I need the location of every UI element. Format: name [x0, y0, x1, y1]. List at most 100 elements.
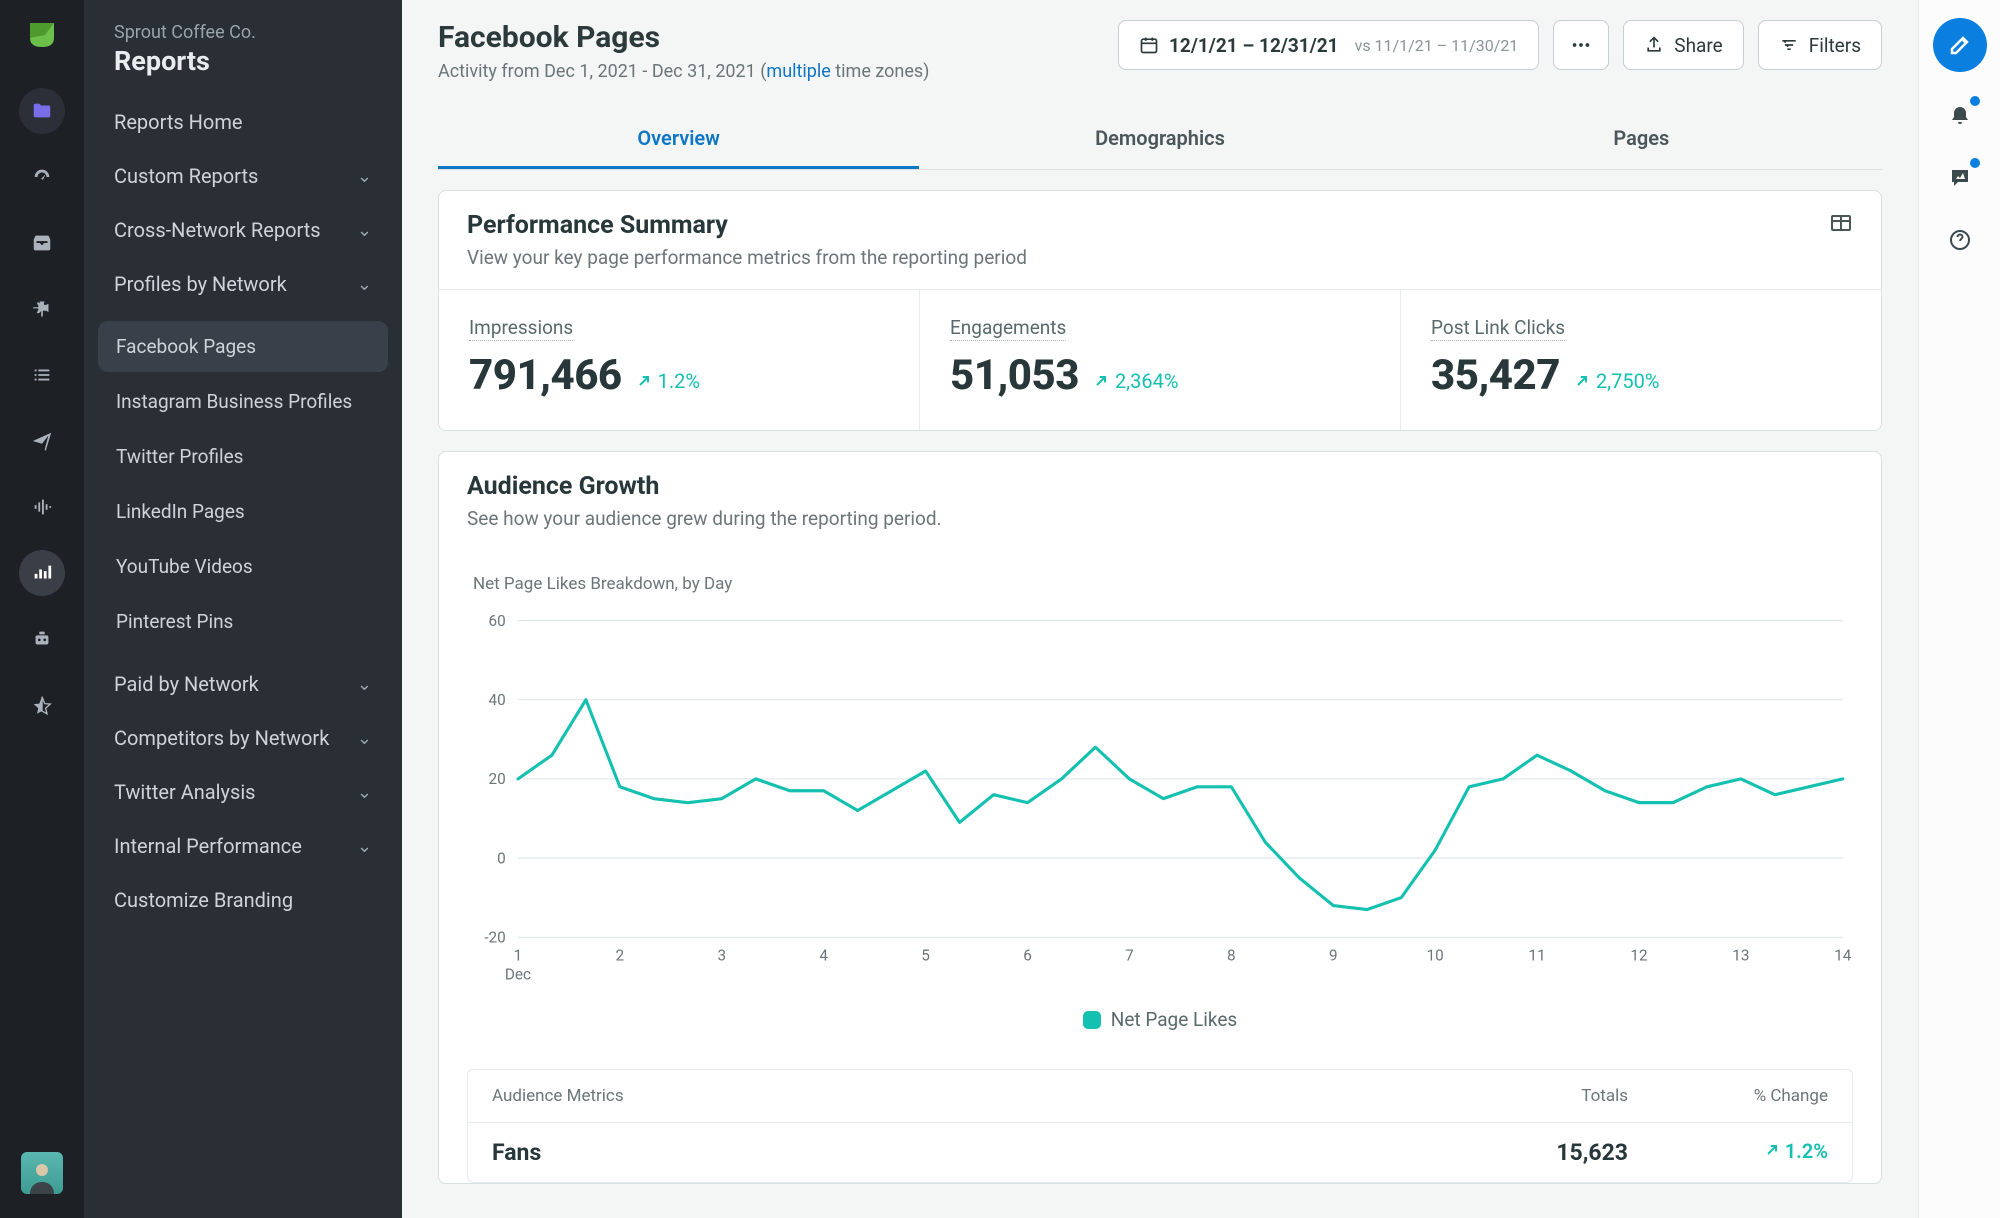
compose-button[interactable]: [1933, 18, 1987, 72]
filters-icon: [1779, 35, 1799, 55]
compose-icon: [1948, 33, 1972, 57]
growth-desc: See how your audience grew during the re…: [467, 507, 942, 530]
metric-label: Impressions: [469, 316, 573, 341]
audience-table: Audience Metrics Totals % Change Fans 15…: [467, 1069, 1853, 1183]
th-change: % Change: [1628, 1086, 1828, 1106]
metric: Post Link Clicks 35,427 2,750%: [1401, 290, 1881, 430]
rail-folder-icon[interactable]: [19, 88, 65, 134]
nav-item[interactable]: Profiles by Network⌄: [84, 257, 402, 311]
rail-pin-icon[interactable]: [19, 286, 65, 332]
page-subtitle: Activity from Dec 1, 2021 - Dec 31, 2021…: [438, 61, 929, 82]
rail-bot-icon[interactable]: [19, 616, 65, 662]
tab[interactable]: Overview: [438, 110, 919, 169]
filters-button[interactable]: Filters: [1758, 20, 1882, 70]
svg-text:Dec: Dec: [505, 965, 531, 983]
svg-text:10: 10: [1427, 946, 1444, 964]
share-button[interactable]: Share: [1623, 20, 1743, 70]
table-row: Fans 15,623 1.2%: [468, 1123, 1852, 1182]
metric-value: 791,466: [469, 351, 622, 400]
chevron-down-icon: ⌄: [357, 782, 372, 803]
svg-text:13: 13: [1732, 946, 1749, 964]
feedback-button[interactable]: [1942, 160, 1978, 196]
nav-item[interactable]: Cross-Network Reports⌄: [84, 203, 402, 257]
help-button[interactable]: [1942, 222, 1978, 258]
page-header: Facebook Pages Activity from Dec 1, 2021…: [402, 0, 1918, 82]
nav-item[interactable]: Twitter Analysis⌄: [84, 765, 402, 819]
app-logo[interactable]: [21, 14, 63, 56]
perf-title: Performance Summary: [467, 211, 1027, 240]
chevron-down-icon: ⌄: [357, 728, 372, 749]
chevron-down-icon: ⌄: [357, 220, 372, 241]
calendar-icon: [1139, 35, 1159, 55]
tab[interactable]: Pages: [1401, 110, 1882, 169]
notification-dot: [1970, 96, 1980, 106]
chart-subtitle: Net Page Likes Breakdown, by Day: [473, 574, 1853, 594]
org-name: Sprout Coffee Co.: [114, 22, 372, 43]
help-icon: [1948, 228, 1972, 252]
metric-delta: 2,364%: [1093, 369, 1179, 393]
chevron-down-icon: ⌄: [357, 274, 372, 295]
svg-text:2: 2: [616, 946, 625, 964]
svg-text:11: 11: [1528, 946, 1545, 964]
svg-text:5: 5: [921, 946, 930, 964]
rail-half-star-icon[interactable]: [19, 682, 65, 728]
svg-text:14: 14: [1834, 946, 1851, 964]
feedback-icon: [1948, 166, 1972, 190]
rail-audio-icon[interactable]: [19, 484, 65, 530]
rail-reports-icon[interactable]: [19, 550, 65, 596]
audience-growth-card: Audience Growth See how your audience gr…: [438, 451, 1882, 1184]
feedback-dot: [1970, 158, 1980, 168]
perf-desc: View your key page performance metrics f…: [467, 246, 1027, 269]
chevron-down-icon: ⌄: [357, 836, 372, 857]
date-range-text: 12/1/21 – 12/31/21: [1169, 34, 1339, 57]
section-title: Reports: [114, 45, 372, 77]
nav-sub-item[interactable]: Pinterest Pins: [98, 596, 388, 647]
right-rail: [1918, 0, 2000, 1218]
nav-item[interactable]: Paid by Network⌄: [84, 657, 402, 711]
nav-item[interactable]: Customize Branding: [84, 873, 402, 927]
chevron-down-icon: ⌄: [357, 674, 372, 695]
user-avatar[interactable]: [21, 1152, 63, 1194]
date-range-button[interactable]: 12/1/21 – 12/31/21 vs 11/1/21 – 11/30/21: [1118, 20, 1539, 70]
metric: Engagements 51,053 2,364%: [920, 290, 1401, 430]
main-content: Facebook Pages Activity from Dec 1, 2021…: [402, 0, 1918, 1218]
rail-gauge-icon[interactable]: [19, 154, 65, 200]
nav-sub-item[interactable]: Instagram Business Profiles: [98, 376, 388, 427]
chart-legend: Net Page Likes: [467, 994, 1853, 1051]
metric-value: 51,053: [950, 351, 1079, 400]
more-button[interactable]: [1553, 20, 1609, 70]
nav-item[interactable]: Competitors by Network⌄: [84, 711, 402, 765]
nav-item[interactable]: Internal Performance⌄: [84, 819, 402, 873]
chevron-down-icon: ⌄: [357, 166, 372, 187]
timezone-link[interactable]: multiple: [766, 61, 830, 82]
svg-text:12: 12: [1630, 946, 1647, 964]
rail-send-icon[interactable]: [19, 418, 65, 464]
svg-text:6: 6: [1023, 946, 1032, 964]
ellipsis-icon: [1570, 34, 1592, 56]
svg-text:-20: -20: [484, 928, 505, 946]
svg-text:0: 0: [497, 849, 506, 867]
rail-inbox-icon[interactable]: [19, 220, 65, 266]
metric-value: 35,427: [1431, 351, 1560, 400]
metric-delta: 1.2%: [636, 369, 700, 393]
svg-text:60: 60: [489, 612, 506, 630]
nav-sub-item[interactable]: YouTube Videos: [98, 541, 388, 592]
tab[interactable]: Demographics: [919, 110, 1400, 169]
nav-sub-item[interactable]: LinkedIn Pages: [98, 486, 388, 537]
growth-title: Audience Growth: [467, 472, 942, 501]
toolbar: 12/1/21 – 12/31/21 vs 11/1/21 – 11/30/21…: [1118, 20, 1882, 70]
notifications-button[interactable]: [1942, 98, 1978, 134]
nav-item[interactable]: Custom Reports⌄: [84, 149, 402, 203]
nav-item[interactable]: Reports Home: [84, 95, 402, 149]
compare-range-text: vs 11/1/21 – 11/30/21: [1355, 36, 1519, 55]
metric-delta: 2,750%: [1574, 369, 1660, 393]
nav-sub-item[interactable]: Twitter Profiles: [98, 431, 388, 482]
legend-swatch: [1083, 1011, 1101, 1029]
metric: Impressions 791,466 1.2%: [439, 290, 920, 430]
th-metrics: Audience Metrics: [492, 1086, 1428, 1106]
rail-list-icon[interactable]: [19, 352, 65, 398]
share-icon: [1644, 35, 1664, 55]
svg-text:20: 20: [489, 770, 506, 788]
nav-sub-item[interactable]: Facebook Pages: [98, 321, 388, 372]
table-view-button[interactable]: [1829, 211, 1853, 239]
